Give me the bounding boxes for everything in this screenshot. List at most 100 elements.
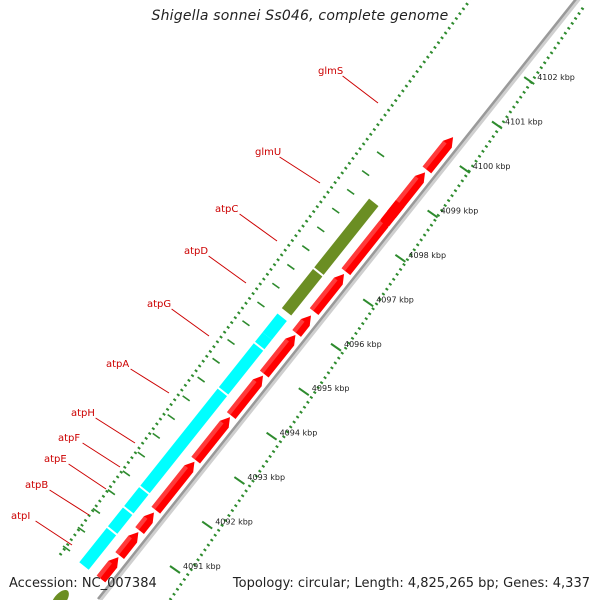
cds-feature-5 [191,417,230,464]
cds-feature-4-shade [151,465,189,510]
cds-feature-9 [309,273,345,315]
gene-label-atpC: atpC [215,204,238,215]
cds-feature-3-shade [135,516,148,530]
scale-tick-label-4101: 4101 kbp [505,118,543,127]
gene-label-atpF: atpF [58,433,80,444]
gene-label-atpG: atpG [147,299,171,310]
inner-minor-tick [227,338,235,346]
scale-tick-4096 [330,342,342,352]
gene-label-atpA: atpA [106,359,129,370]
gene-label-atpI: atpI [11,511,30,522]
scale-tick-4092 [201,520,213,530]
accession-text: Accession: NC_007384 [9,576,157,591]
cds-feature-12-shade [422,140,447,170]
scale-tick-4097 [362,298,374,308]
gene-label-atpH: atpH [71,408,95,419]
gene-leader-atpA [130,368,170,394]
scale-tick-4099 [427,209,439,219]
cds-feature-extra [380,200,405,227]
scale-tick-label-4097: 4097 kbp [376,295,414,304]
cds-feature-1 [96,557,119,583]
cds-feature-7-shade [259,338,289,374]
inner-minor-tick [212,357,221,364]
inner-minor-tick [376,151,385,158]
outer-scale-dots [168,4,587,601]
cds-feature-2 [115,532,139,559]
cds-feature-8-shade [292,319,305,333]
atp-feature-2 [107,507,133,534]
scale-tick-label-4096: 4096 kbp [344,340,382,349]
gene-leader-glmS [342,75,379,104]
gene-label-atpB: atpB [25,480,48,491]
inner-minor-tick [152,432,161,440]
scale-tick-label-4100: 4100 kbp [473,162,511,171]
inner-scale-dots [58,0,472,556]
atp-feature-3 [124,487,149,514]
backbone-layer [97,0,581,602]
scale-tick-4098 [394,254,406,263]
inner-minor-tick [271,282,280,289]
scale-tick-label-4094: 4094 kbp [280,429,318,438]
backbone-line [97,0,577,600]
genome-summary-text: Topology: circular; Length: 4,825,265 bp… [232,576,590,591]
inner-minor-tick [301,245,310,252]
gene-leader-glmU [279,156,321,184]
inner-minor-tick [182,395,191,402]
cds-feature-1-shade [96,560,112,579]
gene-leader-atpG [171,308,210,337]
cds-feature-5-shade [191,420,224,460]
inner-minor-tick [361,169,370,177]
cds-feature-9-shade [309,277,338,311]
inner-minor-tick [331,207,340,214]
atp-feature-6 [255,332,272,350]
gene-leader-atpH [95,417,136,444]
scale-tick-4094 [266,431,278,441]
gene-label-atpE: atpE [44,454,67,465]
scale-tick-4102 [523,76,535,85]
labels-layer: glmS glmU atpC atpD atpG atpA atpH atpF atpE atpB… [11,66,379,546]
gene-leader-atpE [68,463,107,490]
inner-minor-tick [256,301,265,308]
scale-tick-label-4098: 4098 kbp [408,251,446,260]
cds-feature-6 [226,375,264,419]
gene-leader-atpB [49,489,90,516]
gene-leader-atpC [239,213,278,242]
inner-minor-tick [346,188,355,196]
backbone-shadow [98,0,581,602]
scale-tick-label-4092: 4092 kbp [215,518,253,527]
scale-tick-4101 [491,120,503,130]
inner-minor-tick [62,545,71,552]
atp-feature-1 [79,527,117,570]
inner-minor-tick [316,226,325,233]
cds-feature-3 [135,512,154,534]
inner-minor-tick [107,489,116,496]
inner-minor-tick [137,451,146,458]
inner-minor-tick [77,526,86,533]
cds-feature-12 [422,137,454,174]
inner-minor-tick [122,470,131,477]
cds-feature-6-shade [226,379,257,415]
scale-tick-label-4095: 4095 kbp [312,384,350,393]
inner-minor-tick [197,376,206,383]
gene-leader-atpI [35,520,73,546]
glmU-feature [281,268,323,316]
scale-tick-4095 [298,387,310,397]
scale-tick-4091 [169,565,181,574]
inner-minor-tick [167,413,176,421]
cds-feature-4 [151,461,195,514]
cds-feature-8 [292,315,312,337]
scale-tick-label-4093: 4093 kbp [247,473,285,482]
cds-feature-10-shade [341,220,384,271]
scale-tick-4093 [233,476,245,485]
atp-feature-4 [140,388,228,494]
cds-feature-7 [259,334,296,378]
scale-tick-label-4099: 4099 kbp [441,206,479,215]
scale-tick-label-4091: 4091 kbp [183,562,221,571]
atp-feature-7 [262,313,287,340]
inner-minor-tick [286,263,295,271]
inner-minor-tick [242,320,250,327]
cds-feature-10 [341,216,390,276]
atp-feature-5 [218,343,264,395]
